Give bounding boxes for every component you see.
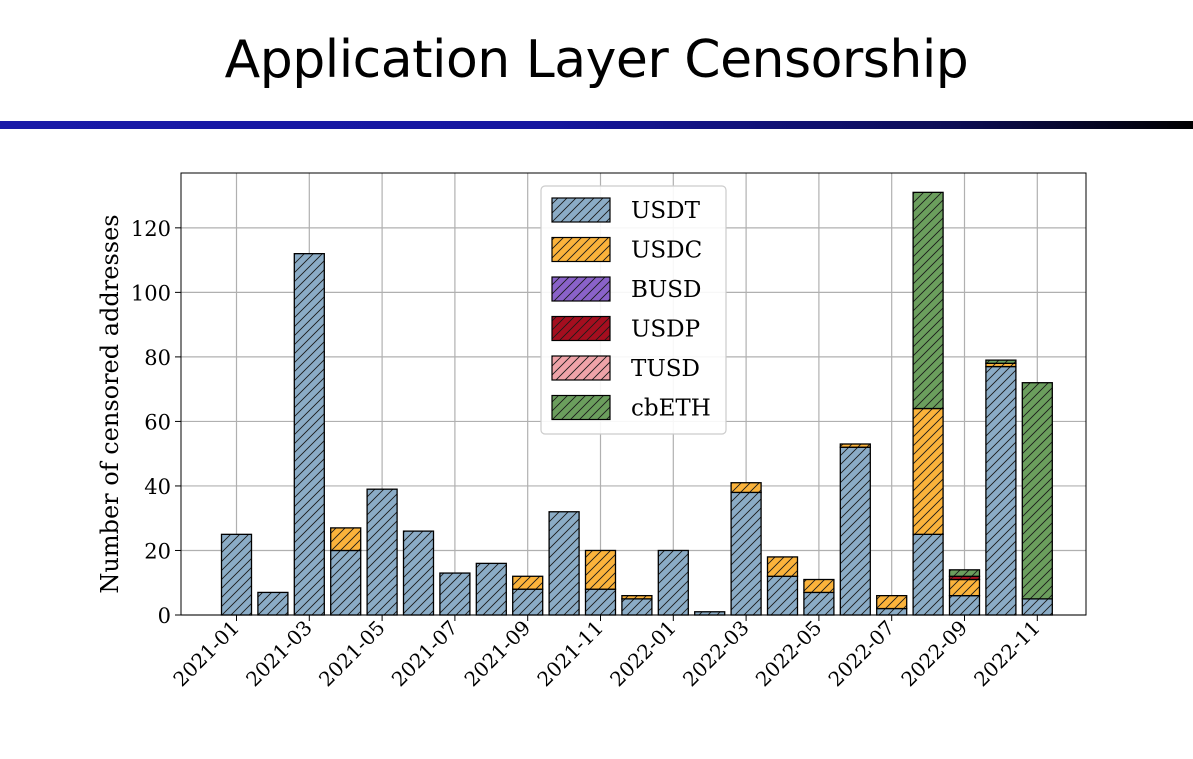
bar-segment-usdc [948,578,981,597]
legend-item-busd: BUSD [551,276,701,303]
bar-segment-usdc [512,575,544,590]
x-tick-label: 2022-05 [751,616,827,692]
y-axis-label: Number of censored addresses [96,214,124,593]
bar-segment-usdt [548,511,580,616]
bar-segment-usdt [330,549,362,616]
x-tick-label: 2022-01 [605,616,681,692]
legend-item-usdc: USDC [551,236,702,264]
bar-segment-usdt [220,533,253,616]
bar-segment-usdt [512,588,544,616]
plot-frame [180,172,1087,616]
title-rule [0,121,1193,129]
y-tick-label: 120 [131,217,171,241]
svg-text:USDC: USDC [631,238,702,264]
bar-segment-usdt [985,365,1017,616]
bar-segment-usdt [584,588,617,616]
bar-segment-usdt [293,253,325,616]
bar-segment-usdc [621,594,653,600]
x-tick-label: 2021-07 [387,616,463,692]
y-tick-label: 60 [144,410,171,434]
bar-segment-usdc [876,594,908,610]
bar-segment-usdt [766,575,799,616]
legend-item-tusd: TUSD [551,355,700,382]
y-axis-ticks: 0 20 40 60 80 100 120 [131,217,181,628]
x-tick-label: 2021-03 [241,616,317,692]
y-tick-label: 100 [131,281,171,305]
svg-text:TUSD: TUSD [631,356,700,382]
bar-segment-usdt [402,530,435,616]
x-tick-label: 2021-05 [314,616,390,692]
bars [220,191,1053,616]
legend: USDT USDC BUSD USDP TUSD cbETH [540,185,727,435]
bar-segment-usdc [839,443,871,448]
legend-item-usdt: USDT [551,197,701,224]
y-tick-label: 80 [144,346,171,370]
bar-segment-cbeth [912,191,944,410]
bar-segment-usdt [366,488,398,616]
x-tick-label: 2022-09 [896,616,972,692]
bar-segment-usdc [912,407,944,535]
bar-segment-cbeth [985,359,1017,365]
slide-title: Application Layer Censorship [224,30,969,90]
bar-segment-usdc [330,527,362,552]
bar-segment-usdc [766,556,799,577]
legend-item-cbeth: cbETH [551,394,711,422]
bar-segment-usdt [839,446,871,616]
y-tick-label: 40 [144,475,171,499]
bar-segment-usdt [657,549,689,616]
x-tick-label: 2021-09 [459,616,535,692]
x-axis-ticks: 2021-012021-032021-052021-072021-092021-… [168,615,1045,691]
y-tick-label: 0 [158,604,171,628]
bar-segment-cbeth [1021,382,1053,600]
bar-segment-usdc [730,482,762,494]
bar-segment-usdt [1021,598,1053,616]
bar-segment-usdt [439,572,471,616]
bar-segment-usdc [584,549,617,590]
svg-text:BUSD: BUSD [631,277,701,303]
bar-segment-usdt [730,491,762,616]
bar-segment-usdt [948,594,981,616]
bar-segment-cbeth [948,569,981,577]
svg-text:cbETH: cbETH [631,396,711,422]
bar-segment-usdt [876,607,908,616]
x-tick-label: 2022-07 [823,616,899,692]
bar-segment-usdt [475,562,507,616]
svg-text:USDP: USDP [631,317,700,343]
legend-item-usdp: USDP [551,315,700,343]
bar-segment-usdt [803,591,835,616]
bar-segment-usdt [912,533,944,616]
bar-segment-usdt [621,598,653,616]
x-tick-label: 2021-11 [532,616,608,692]
x-tick-label: 2021-01 [168,616,244,692]
x-tick-label: 2022-03 [678,616,754,692]
svg-text:USDT: USDT [631,198,701,224]
y-tick-label: 20 [144,539,171,563]
bar-segment-usdc [803,578,835,594]
bar-segment-usdt [257,591,289,616]
x-tick-label: 2022-11 [969,616,1045,692]
